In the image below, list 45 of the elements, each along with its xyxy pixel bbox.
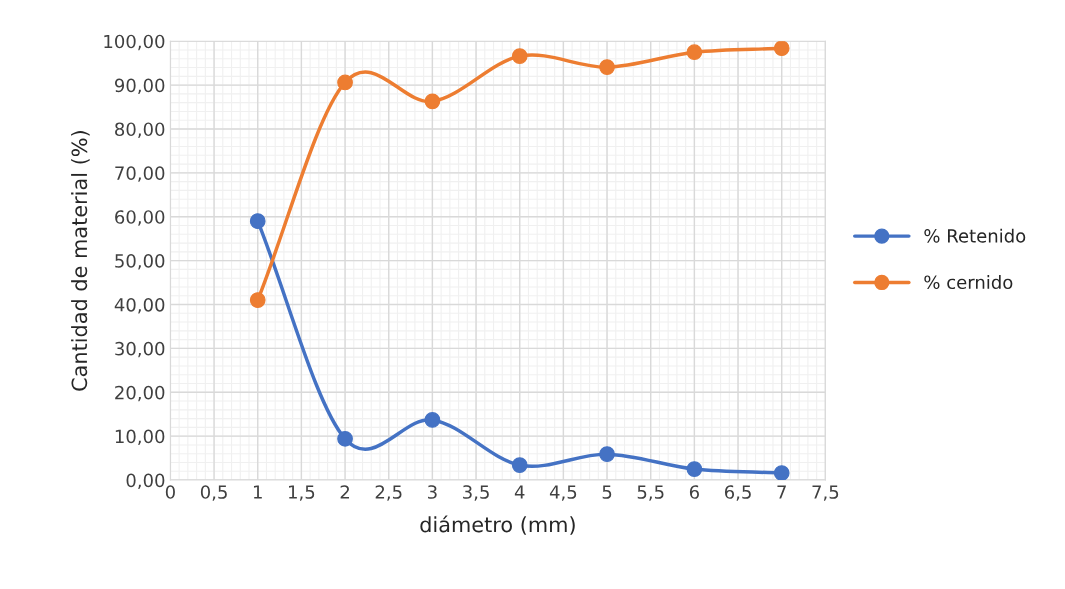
x-tick-label: 3	[428, 485, 437, 499]
point	[249, 213, 266, 230]
x-tick-label: 4	[514, 485, 525, 499]
x-tick-label: 7,5	[812, 485, 839, 501]
x-tick-label: 0	[165, 485, 175, 499]
legend-label: % cernido	[924, 275, 1013, 290]
x-tick-label: 2,5	[375, 485, 402, 501]
x-tick-label: 6	[689, 485, 699, 499]
point	[773, 41, 790, 57]
point	[686, 44, 703, 61]
point	[424, 93, 441, 110]
y-tick-label: 90,00	[114, 78, 165, 95]
y-axis-title: Cantidad de material (%)	[71, 131, 90, 391]
y-tick-label: 100,00	[104, 34, 165, 51]
y-tick-label: 40,00	[114, 297, 165, 314]
y-tick-label: 20,00	[115, 385, 165, 402]
y-tick-label: 60,00	[115, 210, 165, 226]
point	[599, 59, 615, 75]
point	[511, 457, 528, 473]
x-tick-label: 5	[602, 485, 612, 499]
x-tick-label: 5,5	[637, 485, 664, 501]
x-tick-label: 1,5	[289, 485, 315, 501]
y-tick-label: 80,00	[115, 122, 165, 138]
x-axis-title: diámetro (mm)	[420, 515, 575, 535]
point	[337, 430, 353, 447]
point	[686, 461, 703, 477]
x-tick-label: 6,5	[724, 485, 751, 501]
legend-label: % Retenido	[924, 228, 1026, 243]
y-tick-label: 50,00	[115, 254, 165, 270]
x-tick-label: 1	[253, 485, 262, 499]
x-tick-label: 4,5	[549, 485, 577, 501]
x-tick-label: 3,5	[463, 485, 489, 501]
y-tick-label: 0,00	[126, 473, 165, 489]
x-tick-label: 2	[340, 485, 349, 499]
x-tick-label: 7	[777, 485, 786, 499]
point	[511, 48, 528, 65]
y-tick-label: 70,00	[115, 166, 165, 182]
point	[249, 292, 266, 308]
y-tick-label: 30,00	[115, 341, 165, 358]
point	[424, 412, 441, 428]
point	[773, 465, 790, 481]
y-tick-label: 10,00	[115, 429, 165, 446]
point	[599, 446, 615, 463]
point	[337, 74, 353, 91]
x-tick-label: 0,5	[200, 485, 227, 501]
